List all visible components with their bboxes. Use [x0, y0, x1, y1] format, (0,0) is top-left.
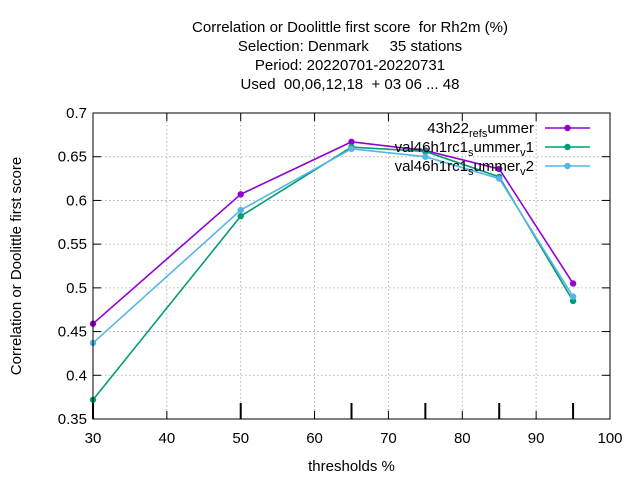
data-point: [569, 297, 577, 305]
data-point: [569, 280, 577, 287]
plot-frame: [92, 112, 611, 420]
legend-swatch-point: [564, 162, 571, 170]
y-tick-label: 0.65: [58, 149, 87, 166]
y-tick-label: 0.4: [66, 367, 87, 384]
chart-title: Correlation or Doolittle first score for…: [150, 18, 550, 94]
legend-entry-2: val46h1rc1summerv1: [395, 139, 590, 159]
data-point: [348, 138, 355, 146]
series-2: [89, 143, 577, 403]
series-line: [92, 148, 574, 344]
legend-label: val46h1rc1summerv1: [395, 139, 534, 159]
y-tick-label: 0.55: [58, 236, 87, 253]
x-tick-label: 90: [528, 430, 545, 447]
x-tick-label: 70: [380, 430, 397, 447]
legend-entry-3: val46h1rc1summerv2: [395, 158, 590, 178]
title-line-3: Period: 20220701-20220731: [254, 57, 446, 74]
x-tick-label: 40: [159, 430, 176, 447]
series-layer: [89, 138, 577, 403]
legend-entry-1: 43h22refsummer: [427, 120, 590, 140]
series-line: [92, 141, 574, 325]
title-line-4: Used 00,06,12,18 + 03 06 ... 48: [240, 76, 460, 93]
series-3: [89, 145, 577, 347]
data-point: [496, 165, 503, 173]
y-axis-label: Correlation or Doolittle first score: [8, 157, 25, 375]
legend-label: 43h22refsummer: [427, 120, 534, 140]
title-line-1: Correlation or Doolittle first score for…: [192, 19, 508, 36]
title-line-2: Selection: Denmark 35 stations: [237, 38, 463, 55]
grid: [93, 113, 610, 419]
x-tick-label: 50: [232, 430, 249, 447]
legend-label: val46h1rc1summerv2: [395, 158, 534, 178]
x-tick-label: 60: [306, 430, 323, 447]
data-point: [237, 191, 244, 198]
y-tick-label: 0.7: [66, 105, 87, 122]
legend-swatch-point: [564, 143, 571, 151]
legend-swatch-point: [564, 124, 571, 132]
y-tick-label: 0.35: [58, 411, 87, 428]
data-point: [496, 175, 503, 182]
y-tick-label: 0.5: [66, 280, 87, 297]
series-1: [89, 138, 577, 327]
x-axis-label: thresholds %: [308, 458, 395, 475]
data-point: [422, 153, 429, 160]
x-tick-label: 80: [454, 430, 471, 447]
data-point: [237, 212, 244, 220]
y-tick-label: 0.6: [66, 192, 87, 209]
data-point: [348, 145, 355, 153]
legend: 43h22refsummerval46h1rc1summerv1val46h1r…: [395, 120, 590, 178]
x-tick-label: 30: [85, 430, 102, 447]
data-point: [569, 293, 577, 300]
data-point: [422, 148, 429, 155]
y-tick-label: 0.45: [58, 324, 87, 341]
x-tick-label: 100: [597, 430, 622, 447]
data-point: [237, 206, 244, 214]
tick-labels: 30 40 50 60 70 80 90 100 0.35 0.4 0.45 0.5 0.55 0.6 0.…: [58, 105, 623, 447]
series-line: [92, 146, 574, 401]
